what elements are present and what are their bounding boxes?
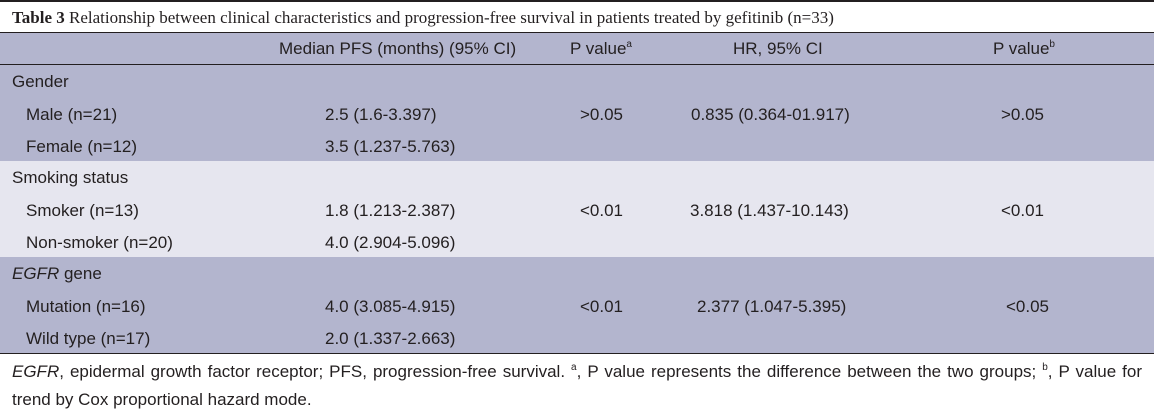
group-gender: Gender Male (n=21) 2.5 (1.6-3.397) >0.05… <box>0 65 1154 161</box>
hr-value: 0.835 (0.364-01.917) <box>691 105 850 125</box>
table-header-row: Median PFS (months) (95% CI) P valuea HR… <box>0 32 1154 65</box>
header-p-value-b-label: P value <box>993 39 1049 58</box>
header-median-pfs-label: Median PFS (months) (95% CI) <box>279 39 516 58</box>
hr-value: 2.377 (1.047-5.395) <box>697 297 846 317</box>
row-label: Wild type (n=17) <box>26 329 150 349</box>
table-title: Relationship between clinical characteri… <box>65 8 834 27</box>
header-p-value-a-label: P value <box>570 39 626 58</box>
table-number: Table 3 <box>12 8 65 27</box>
row-label: Mutation (n=16) <box>26 297 146 317</box>
median-pfs-value: 2.5 (1.6-3.397) <box>325 105 437 125</box>
footnote-a-text: , P value represents the difference betw… <box>577 362 1043 381</box>
footnote-marker-a: a <box>626 39 632 50</box>
header-p-value-b: P valueb <box>993 39 1055 59</box>
row-label: Non-smoker (n=20) <box>26 233 173 253</box>
table-row: Smoker (n=13) 1.8 (1.213-2.387) <0.01 3.… <box>0 196 1154 228</box>
table-caption: Table 3 Relationship between clinical ch… <box>0 0 1154 32</box>
group-title: Gender <box>12 72 69 92</box>
group-smoking-status: Smoking status Smoker (n=13) 1.8 (1.213-… <box>0 161 1154 257</box>
group-egfr-gene: EGFR gene Mutation (n=16) 4.0 (3.085-4.9… <box>0 257 1154 354</box>
table-row: Wild type (n=17) 2.0 (1.337-2.663) <box>0 324 1154 356</box>
p-value-a: >0.05 <box>580 105 623 125</box>
group-title-rest: gene <box>59 264 102 283</box>
row-label: Male (n=21) <box>26 105 117 125</box>
group-title: EGFR gene <box>12 264 102 284</box>
p-value-b: <0.05 <box>1006 297 1049 317</box>
row-label: Female (n=12) <box>26 137 137 157</box>
table-footnote: EGFR, epidermal growth factor receptor; … <box>0 354 1154 419</box>
gene-name: EGFR <box>12 264 59 283</box>
table-row: Female (n=12) 3.5 (1.237-5.763) <box>0 132 1154 164</box>
footnote-abbreviations: , epidermal growth factor receptor; PFS,… <box>59 362 571 381</box>
p-value-a: <0.01 <box>580 201 623 221</box>
p-value-b: >0.05 <box>1001 105 1044 125</box>
header-p-value-a: P valuea <box>570 39 632 59</box>
median-pfs-value: 2.0 (1.337-2.663) <box>325 329 455 349</box>
footnote-abbr: EGFR <box>12 362 59 381</box>
median-pfs-value: 4.0 (2.904-5.096) <box>325 233 455 253</box>
table-row: Male (n=21) 2.5 (1.6-3.397) >0.05 0.835 … <box>0 100 1154 132</box>
median-pfs-value: 3.5 (1.237-5.763) <box>325 137 455 157</box>
p-value-a: <0.01 <box>580 297 623 317</box>
row-label: Smoker (n=13) <box>26 201 139 221</box>
footnote-marker-b: b <box>1049 39 1055 50</box>
p-value-b: <0.01 <box>1001 201 1044 221</box>
table-row: Non-smoker (n=20) 4.0 (2.904-5.096) <box>0 228 1154 260</box>
header-median-pfs: Median PFS (months) (95% CI) <box>279 39 516 59</box>
group-title: Smoking status <box>12 168 128 188</box>
table-row: Mutation (n=16) 4.0 (3.085-4.915) <0.01 … <box>0 292 1154 324</box>
hr-value: 3.818 (1.437-10.143) <box>690 201 849 221</box>
header-hr-ci-label: HR, 95% CI <box>733 39 823 58</box>
median-pfs-value: 4.0 (3.085-4.915) <box>325 297 455 317</box>
header-hr-ci: HR, 95% CI <box>733 39 823 59</box>
median-pfs-value: 1.8 (1.213-2.387) <box>325 201 455 221</box>
